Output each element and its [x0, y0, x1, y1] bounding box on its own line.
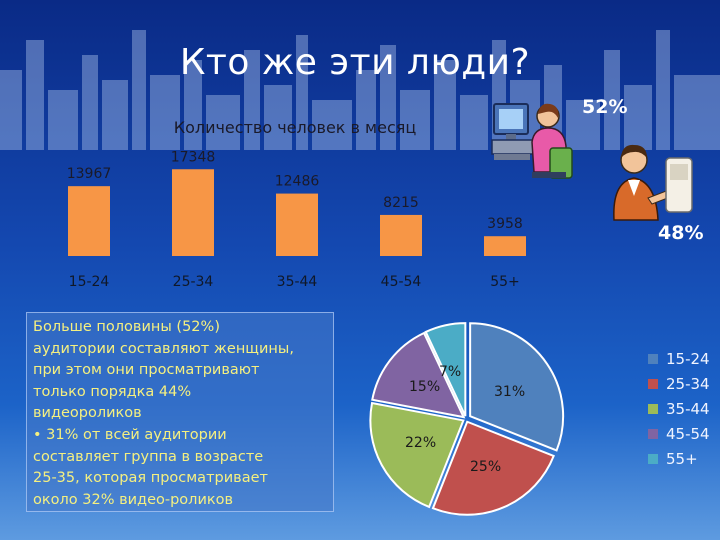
women-percent: 52% — [582, 96, 628, 118]
bar-value-label: 8215 — [383, 195, 419, 211]
x-tick-label: 55+ — [490, 274, 520, 290]
pie-data-label: 15% — [409, 379, 440, 395]
woman-at-computer-icon — [491, 103, 573, 179]
bar-value-label: 13967 — [67, 166, 112, 182]
pie-slice — [369, 401, 465, 509]
slide-title: Кто же эти люди? — [179, 42, 531, 83]
summary-line: только порядка 44% — [33, 383, 192, 400]
summary-line: 25-35, которая просматривает — [33, 470, 268, 487]
summary-line: при этом они просматривают — [33, 362, 260, 379]
legend-label: 15-24 — [666, 349, 710, 368]
bar — [68, 186, 110, 256]
legend-label: 55+ — [666, 449, 698, 468]
pie-data-label: 7% — [439, 364, 461, 380]
legend-swatch — [648, 453, 658, 464]
bar — [172, 169, 214, 256]
bar-value-label: 12486 — [275, 174, 320, 190]
summary-line: видеороликов — [33, 405, 142, 422]
summary-line: аудитории составляют женщины, — [33, 340, 294, 357]
pie-data-label: 22% — [405, 435, 436, 451]
bar — [484, 236, 526, 256]
summary-text-box: Больше половины (52%) аудитории составля… — [26, 312, 334, 512]
legend-label: 35-44 — [666, 399, 710, 418]
summary-line: составляет группа в возрасте — [33, 448, 264, 465]
legend-item: 25-34 — [648, 371, 710, 396]
bar-value-label: 17348 — [171, 149, 216, 165]
legend-swatch — [648, 403, 658, 414]
summary-line: около 32% видео-роликов — [33, 491, 234, 508]
summary-line: Больше половины (52%) — [33, 319, 220, 335]
bar — [276, 193, 318, 256]
pie-legend: 15-24 25-34 35-44 45-54 55+ — [648, 346, 710, 471]
legend-item: 15-24 — [648, 346, 710, 371]
legend-item: 45-54 — [648, 421, 710, 446]
pie-slice — [371, 331, 466, 419]
x-tick-label: 35-44 — [277, 274, 318, 290]
legend-label: 45-54 — [666, 424, 710, 443]
bar-value-label: 3958 — [487, 216, 523, 232]
pie-slice — [469, 322, 565, 452]
city-skyline-background — [0, 30, 720, 150]
x-tick-label: 25-34 — [173, 274, 214, 290]
man-at-computer-icon — [613, 144, 693, 221]
legend-label: 25-34 — [666, 374, 710, 393]
legend-item: 55+ — [648, 446, 710, 471]
legend-item: 35-44 — [648, 396, 710, 421]
legend-swatch — [648, 353, 658, 364]
pie-data-label: 25% — [470, 459, 501, 475]
bar — [380, 214, 422, 256]
legend-swatch — [648, 378, 658, 389]
summary-line: • 31% от всей аудитории — [33, 426, 227, 443]
x-tick-label: 15-24 — [69, 274, 110, 290]
bar-chart-title: Количество человек в месяц — [173, 118, 417, 137]
men-percent: 48% — [658, 222, 704, 244]
legend-swatch — [648, 428, 658, 439]
pie-data-label: 31% — [494, 384, 525, 400]
pie-slice — [424, 322, 467, 417]
pie-slice — [431, 420, 555, 516]
x-tick-label: 45-54 — [381, 274, 422, 290]
